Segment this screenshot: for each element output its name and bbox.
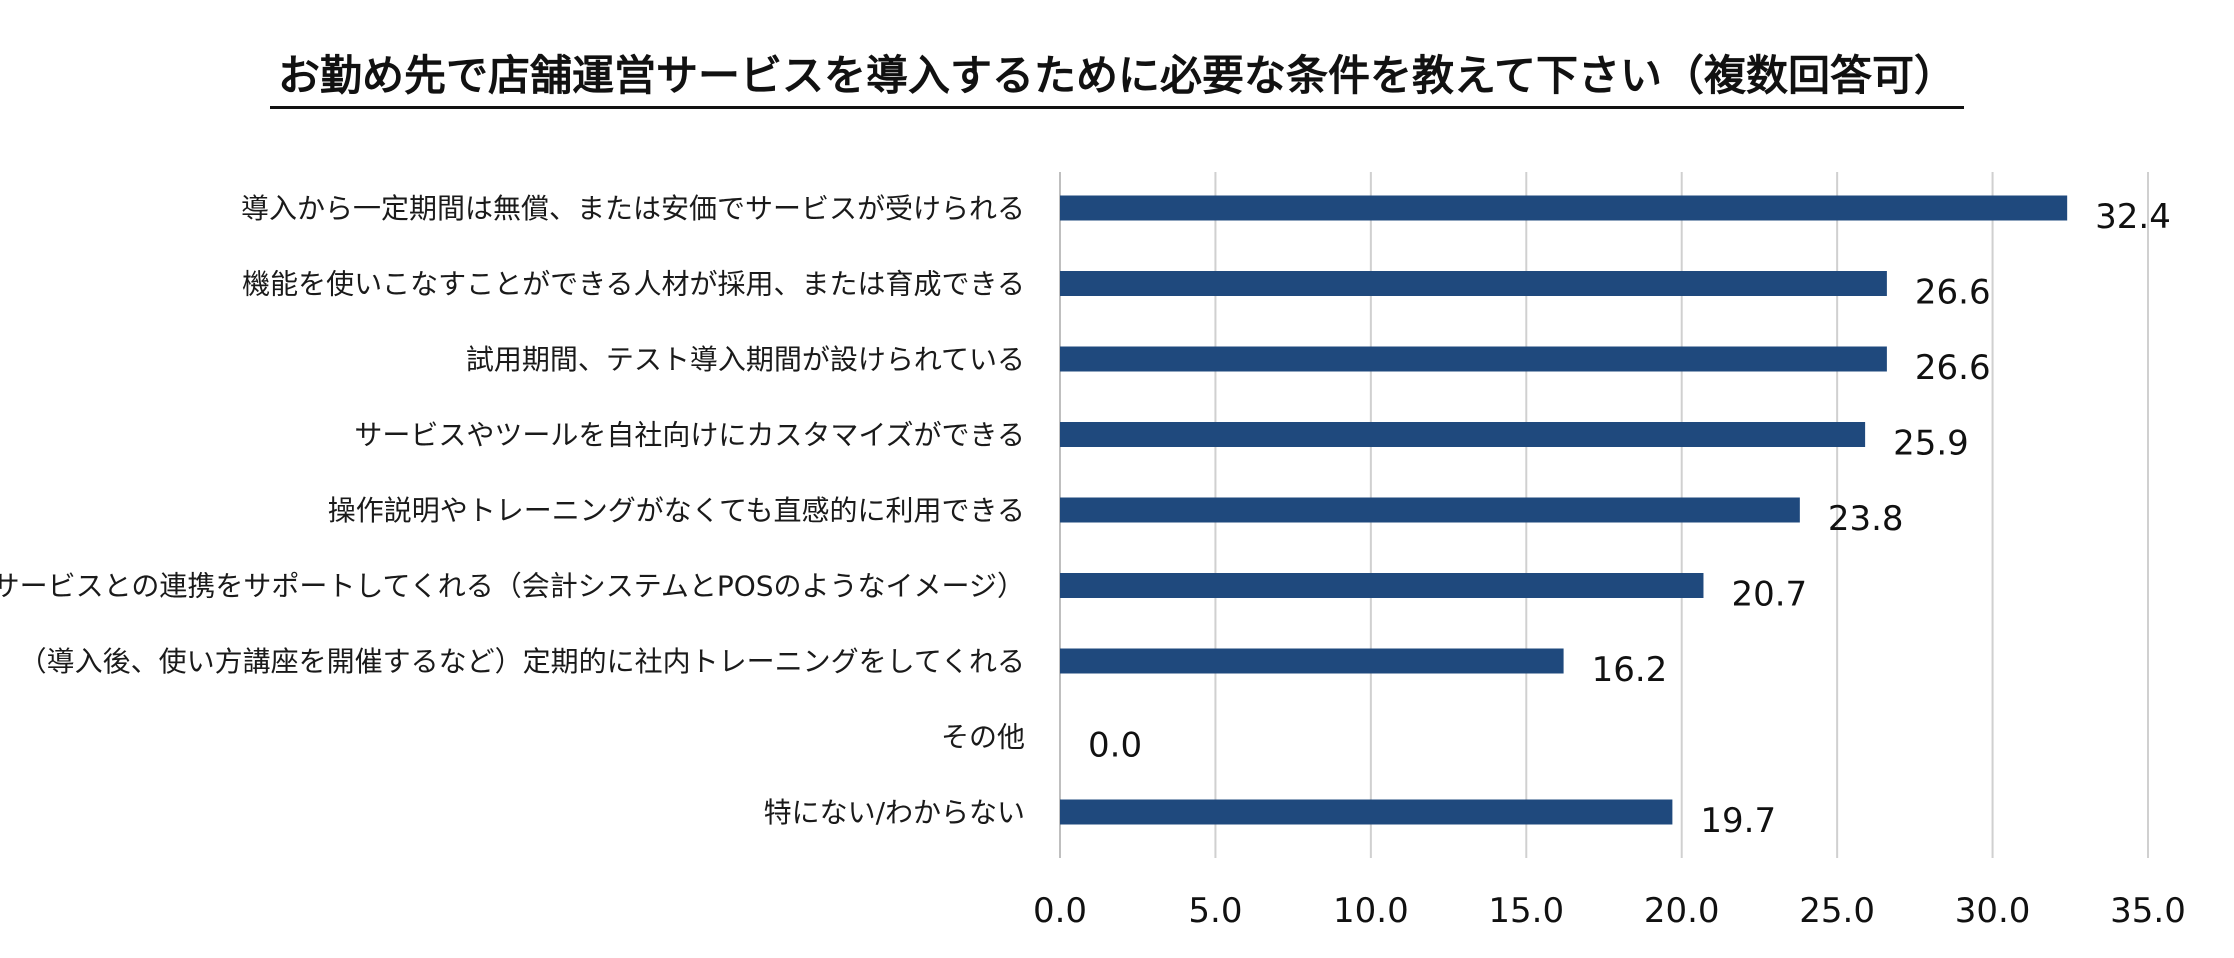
category-label: 他サービスとの連携をサポートしてくれる（会計システムとPOSのようなイメージ） [0,570,1025,603]
category-label: （導入後、使い方講座を開催するなど）定期的に社内トレーニングをしてくれる [19,645,1025,678]
x-tick-label: 10.0 [1333,891,1409,931]
data-label: 16.2 [1592,650,1668,690]
data-label: 32.4 [2095,197,2171,237]
data-label: 20.7 [1731,575,1807,615]
x-tick-label: 0.0 [1033,891,1087,931]
data-label: 19.7 [1700,801,1776,841]
bar [1060,648,1564,674]
bar [1060,573,1704,598]
x-tick-label: 15.0 [1488,891,1564,931]
bar [1060,799,1673,825]
category-label: サービスやツールを自社向けにカスタマイズができる [354,419,1025,452]
chart-title: お勤め先で店舗運営サービスを導入するために必要な条件を教えて下さい（複数回答可） [0,42,2234,109]
bar [1060,271,1887,296]
bar [1060,497,1800,523]
bar [1060,195,2068,221]
data-label: 0.0 [1088,726,1142,766]
bar [1060,346,1887,372]
category-label: 操作説明やトレーニングがなくても直感的に利用できる [328,494,1025,527]
data-label: 23.8 [1828,499,1904,539]
category-label: 試用期間、テスト導入期間が設けられている [466,343,1025,376]
bar [1060,422,1866,447]
data-label: 26.6 [1915,273,1991,313]
data-label: 26.6 [1915,348,1991,388]
category-label: 特にない/わからない [764,796,1025,829]
chart-title-text: お勤め先で店舗運営サービスを導入するために必要な条件を教えて下さい（複数回答可） [270,51,1964,109]
category-label: 導入から一定期間は無償、または安価でサービスが受けられる [241,192,1025,225]
category-label: 機能を使いこなすことができる人材が採用、または育成できる [242,268,1025,301]
x-tick-label: 25.0 [1799,891,1875,931]
category-label: その他 [941,721,1025,754]
x-tick-label: 20.0 [1644,891,1720,931]
x-tick-label: 5.0 [1188,891,1242,931]
x-tick-label: 35.0 [2110,891,2186,931]
data-label: 25.9 [1893,424,1969,464]
x-tick-label: 30.0 [1955,891,2031,931]
